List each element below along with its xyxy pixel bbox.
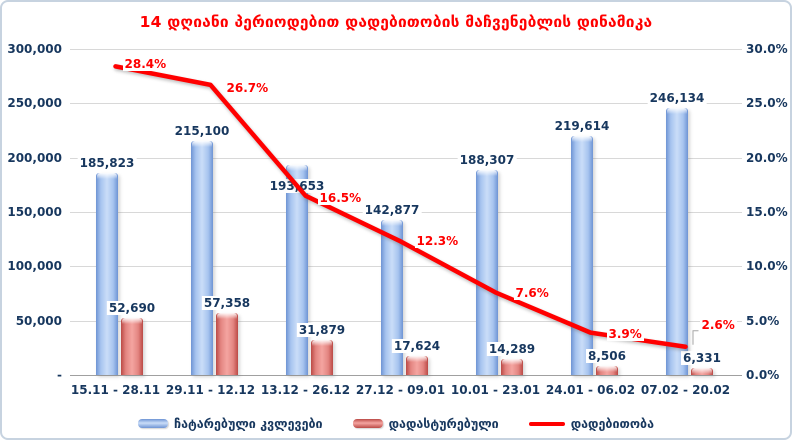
legend-label-positivity: დადებითობა (570, 416, 654, 431)
bar-confirmed (596, 365, 618, 375)
line-value-label: 16.5% (317, 190, 364, 205)
red-bar-swatch-icon (352, 419, 383, 428)
left-axis-tick-label: 150,000 (7, 205, 62, 219)
chart-title: 14 დღიანი პერიოდებით დადებითობის მაჩვენე… (139, 13, 653, 31)
bar-conducted-tests (96, 173, 118, 375)
bar-conducted-tests (571, 136, 593, 375)
right-axis-tick-label: 15.0% (746, 205, 788, 219)
bar-value-label: 215,100 (172, 124, 232, 139)
x-axis-category-label: 29.11 - 12.12 (165, 383, 256, 397)
bar-conducted-tests (666, 107, 688, 375)
gridline (70, 266, 742, 268)
left-axis-tick-label: 100,000 (7, 259, 62, 274)
bar-value-label: 246,134 (647, 90, 707, 105)
x-axis-category-label: 24.01 - 06.02 (545, 383, 636, 397)
bar-value-label: 219,614 (552, 119, 612, 134)
bar-value-label: 57,358 (201, 295, 253, 310)
legend-label-confirmed: დადასტურებული (388, 416, 499, 431)
bar-value-label: 188,307 (457, 153, 517, 168)
left-axis-tick-label: 50,000 (15, 313, 62, 328)
bar-value-label: 142,877 (362, 202, 422, 217)
left-axis-tick-label: - (57, 368, 62, 382)
bar-value-label: 17,624 (391, 338, 443, 353)
bar-value-label: 14,289 (486, 342, 538, 357)
right-axis-tick-label: 5.0% (746, 313, 780, 328)
right-axis-tick-label: 20.0% (746, 150, 788, 165)
x-axis-category-label: 07.02 - 20.02 (640, 383, 731, 397)
blue-bar-swatch-icon (137, 419, 168, 428)
bar-confirmed (216, 312, 238, 375)
line-value-label: 3.9% (606, 326, 644, 341)
bar-confirmed (501, 359, 523, 375)
gridline (70, 320, 742, 322)
line-value-label: 7.6% (513, 286, 551, 301)
right-axis-tick-label: 0.0% (746, 368, 780, 382)
right-axis-tick-label: 25.0% (746, 96, 788, 111)
bar-value-label: 52,690 (106, 300, 158, 315)
gridline (70, 103, 742, 105)
legend-item-confirmed: დადასტურებული (352, 416, 499, 431)
left-axis-tick-label: 200,000 (7, 150, 62, 165)
legend-item-conducted-tests: ჩატარებული კვლევები (137, 416, 323, 431)
x-axis-category-label: 27.12 - 09.01 (355, 383, 446, 397)
bar-value-label: 185,823 (77, 156, 137, 171)
right-axis-tick-label: 10.0% (746, 259, 788, 274)
legend-label-conducted-tests: ჩატარებული კვლევები (173, 416, 323, 431)
bar-conducted-tests (286, 164, 308, 375)
line-value-label: 2.6% (699, 317, 737, 332)
bar-confirmed (311, 340, 333, 375)
line-value-label: 12.3% (414, 234, 461, 249)
bar-confirmed (406, 355, 428, 375)
x-axis-category-label: 13.12 - 26.12 (260, 383, 351, 397)
left-axis-tick-label: 300,000 (7, 42, 62, 56)
x-axis-category-label: 15.11 - 28.11 (70, 383, 161, 397)
gridline (70, 49, 742, 50)
right-axis-tick-label: 30.0% (746, 42, 788, 56)
red-line-swatch-icon (528, 421, 565, 426)
line-value-label: 26.7% (224, 80, 271, 95)
bar-value-label: 31,879 (296, 323, 348, 338)
bar-confirmed (691, 368, 713, 375)
gridline (70, 157, 742, 159)
bar-conducted-tests (191, 141, 213, 375)
left-axis-tick-label: 250,000 (7, 96, 62, 111)
bar-value-label: 6,331 (681, 351, 723, 366)
x-axis-line (70, 375, 742, 376)
bar-value-label: 8,506 (586, 348, 628, 363)
line-value-label: 28.4% (122, 57, 169, 72)
legend-item-positivity: დადებითობა (528, 416, 654, 431)
x-axis-category-label: 10.01 - 23.01 (450, 383, 541, 397)
bar-confirmed (121, 317, 143, 375)
callout-leader-line (692, 330, 699, 345)
legend: ჩატარებული კვლევები დადასტურებული დადები… (2, 416, 790, 431)
